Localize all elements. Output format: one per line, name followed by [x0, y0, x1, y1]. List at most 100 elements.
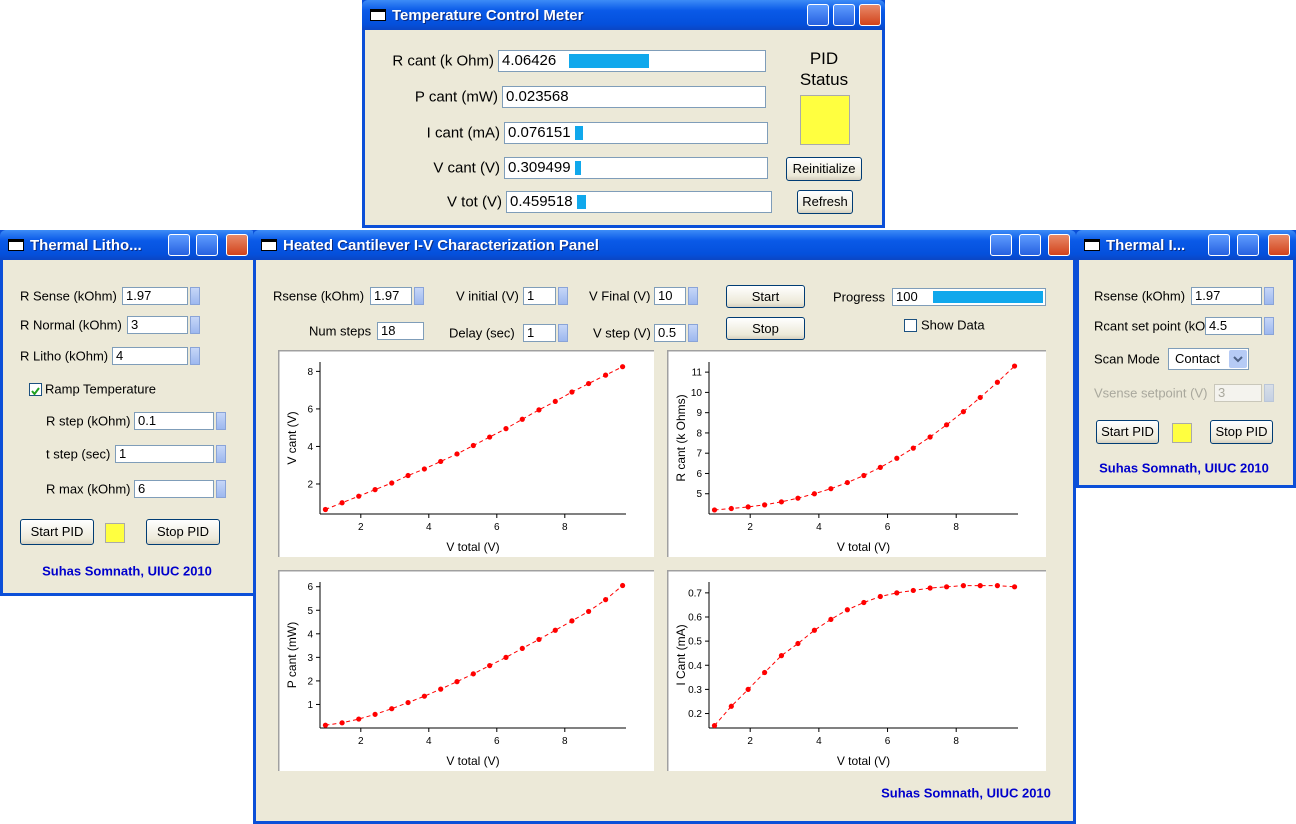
maximize-button[interactable] [1237, 234, 1259, 256]
field-value[interactable]: 0.5 [654, 324, 686, 342]
field-value[interactable]: 1 [523, 287, 556, 305]
frame-shadow [667, 350, 1046, 557]
data-point [372, 487, 378, 493]
dropdown[interactable]: Contact [1168, 348, 1249, 370]
data-point [552, 398, 558, 405]
start-button[interactable]: Start [726, 285, 805, 308]
window-title: Thermal I... [1106, 237, 1186, 254]
field-label: Vsense setpoint (V) [1094, 385, 1208, 401]
data-point [927, 434, 933, 440]
litho-window: Thermal Litho... R Sense (kOhm) 1.97 R N… [0, 230, 256, 596]
spinner[interactable] [190, 316, 200, 334]
spinner[interactable] [688, 287, 698, 305]
y-tick-label: 6 [307, 582, 313, 593]
value-text: 4.06426 [502, 52, 557, 69]
data-point [795, 640, 801, 647]
field-value[interactable]: 10 [654, 287, 686, 305]
spinner[interactable] [688, 324, 698, 342]
x-tick-label: 2 [358, 736, 364, 747]
data-point [322, 506, 329, 513]
maximize-button[interactable] [833, 4, 855, 26]
field-value[interactable]: 1.97 [370, 287, 412, 305]
minimize-button[interactable] [990, 234, 1012, 256]
field-value[interactable]: 4.5 [1205, 317, 1262, 335]
field-value[interactable]: 6 [134, 480, 214, 498]
x-tick-label: 4 [426, 736, 432, 747]
close-button[interactable] [859, 4, 881, 26]
spinner[interactable] [190, 347, 200, 365]
maximize-button[interactable] [196, 234, 218, 256]
close-button[interactable] [1268, 234, 1290, 256]
data-point [603, 372, 609, 378]
x-tick-label: 8 [562, 522, 568, 533]
maximize-button[interactable] [1019, 234, 1041, 256]
window-title: Heated Cantilever I-V Characterization P… [283, 237, 599, 254]
data-point [877, 464, 883, 470]
dropdown-value: Contact [1175, 351, 1220, 366]
field-value[interactable]: 4 [112, 347, 188, 365]
spinner[interactable] [190, 287, 200, 305]
x-tick-label: 2 [358, 522, 364, 533]
data-point [405, 699, 411, 706]
data-point [861, 599, 867, 606]
chart-frame [667, 350, 1046, 557]
start-pid-button[interactable]: Start PID [20, 519, 94, 545]
chart: 2 4 6 8 2 4 6 8 V total (V) V cant (V) [278, 350, 654, 557]
data-point [569, 618, 575, 624]
data-point [519, 645, 525, 652]
data-point [828, 486, 834, 492]
y-tick-label: 0.5 [688, 637, 702, 648]
minimize-button[interactable] [1208, 234, 1230, 256]
field-value[interactable]: 1.97 [122, 287, 188, 305]
reinitialize-button[interactable]: Reinitialize [786, 157, 862, 181]
stop-pid-button[interactable]: Stop PID [146, 519, 220, 545]
value-text: 0.309499 [508, 159, 571, 176]
spinner[interactable] [1264, 317, 1274, 335]
field-value[interactable]: 0.1 [134, 412, 214, 430]
data-point [894, 455, 900, 461]
spinner[interactable] [216, 412, 226, 430]
title-bar: Thermal Litho... [0, 230, 256, 260]
data-point [910, 445, 916, 451]
y-tick-label: 3 [307, 653, 313, 664]
data-point [487, 434, 493, 440]
pid-indicator [105, 523, 125, 543]
checkbox-label: Show Data [921, 317, 985, 333]
data-point [795, 495, 801, 501]
close-button[interactable] [226, 234, 248, 256]
checkbox[interactable] [904, 319, 917, 332]
close-button[interactable] [1048, 234, 1070, 256]
stop-button[interactable]: Stop [726, 317, 805, 340]
spinner[interactable] [216, 445, 226, 463]
spinner[interactable] [558, 324, 568, 342]
field-value[interactable]: 18 [377, 322, 424, 340]
refresh-button[interactable]: Refresh [797, 190, 853, 214]
spinner[interactable] [558, 287, 568, 305]
data-point [1011, 363, 1018, 369]
start-pid-button[interactable]: Start PID [1096, 420, 1159, 444]
field-value: 4.06426 [498, 50, 766, 72]
spinner[interactable] [216, 480, 226, 498]
spinner[interactable] [1264, 287, 1274, 305]
y-tick-label: 4 [307, 629, 313, 640]
field-value[interactable]: 1 [523, 324, 556, 342]
x-tick-label: 4 [426, 522, 432, 533]
y-tick-label: 4 [307, 442, 313, 453]
field-value[interactable]: 1 [115, 445, 214, 463]
minimize-button[interactable] [168, 234, 190, 256]
y-tick-label: 0.6 [688, 612, 702, 623]
minimize-button[interactable] [807, 4, 829, 26]
checkbox[interactable] [29, 383, 42, 396]
field-value[interactable]: 3 [127, 316, 188, 334]
spinner[interactable] [414, 287, 424, 305]
data-point [389, 480, 395, 486]
x-axis-label: V total (V) [837, 540, 890, 554]
field-value[interactable]: 1.97 [1191, 287, 1262, 305]
data-point [894, 590, 900, 596]
field-label: Rsense (kOhm) [1094, 288, 1186, 304]
data-point [438, 458, 444, 465]
y-tick-label: 2 [307, 479, 313, 490]
pid-indicator [1172, 423, 1192, 443]
stop-pid-button[interactable]: Stop PID [1210, 420, 1273, 444]
